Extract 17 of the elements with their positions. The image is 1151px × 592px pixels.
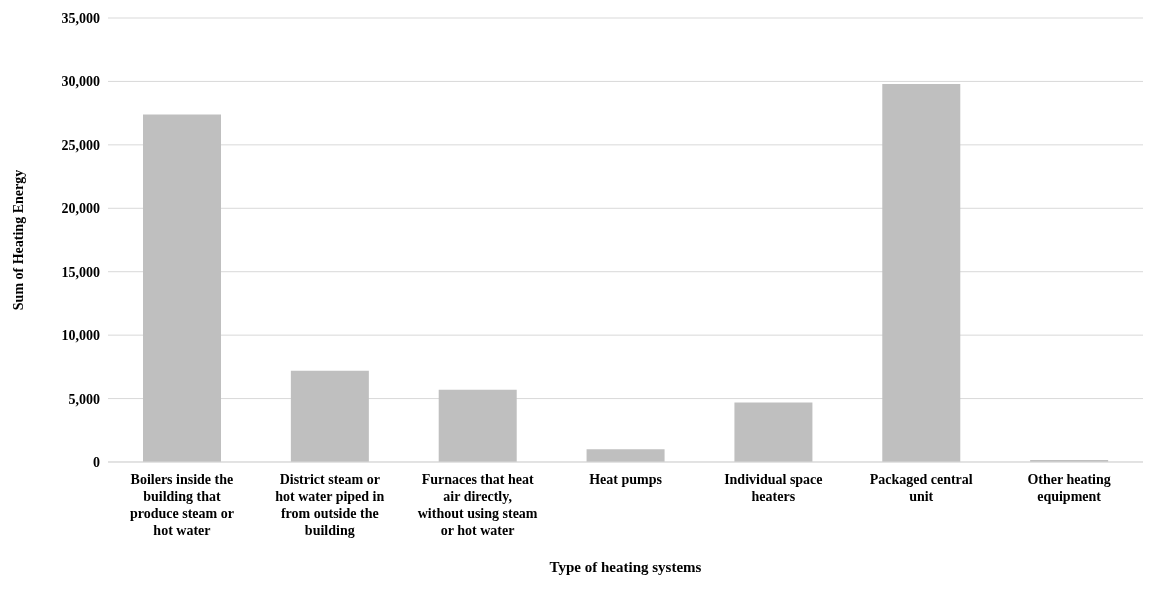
y-tick-label: 35,000 [61,10,100,26]
y-tick-label: 30,000 [61,74,100,90]
x-axis-title: Type of heating systems [549,559,702,575]
y-axis-title: Sum of Heating Energy [10,169,26,311]
y-tick-label: 10,000 [61,328,100,344]
x-tick-label: Other heating equipment [1027,472,1111,504]
x-tick-label: Packaged central unit [869,472,973,504]
x-tick-label: Individual space heaters [724,472,823,504]
y-tick-label: 0 [93,454,100,470]
y-tick-label: 25,000 [61,137,100,153]
x-tick-label: District steam or hot water piped in from outside the building [275,472,385,538]
y-tick-label: 15,000 [61,264,100,280]
y-tick-label: 5,000 [68,391,100,407]
x-tick-label: Furnaces that heat air directly, without using steam or hot water [417,472,538,538]
x-tick-label: Heat pumps [589,472,663,487]
x-tick-label: Boilers inside the building that produce steam or hot water [129,472,234,538]
y-tick-label: 20,000 [61,201,100,217]
